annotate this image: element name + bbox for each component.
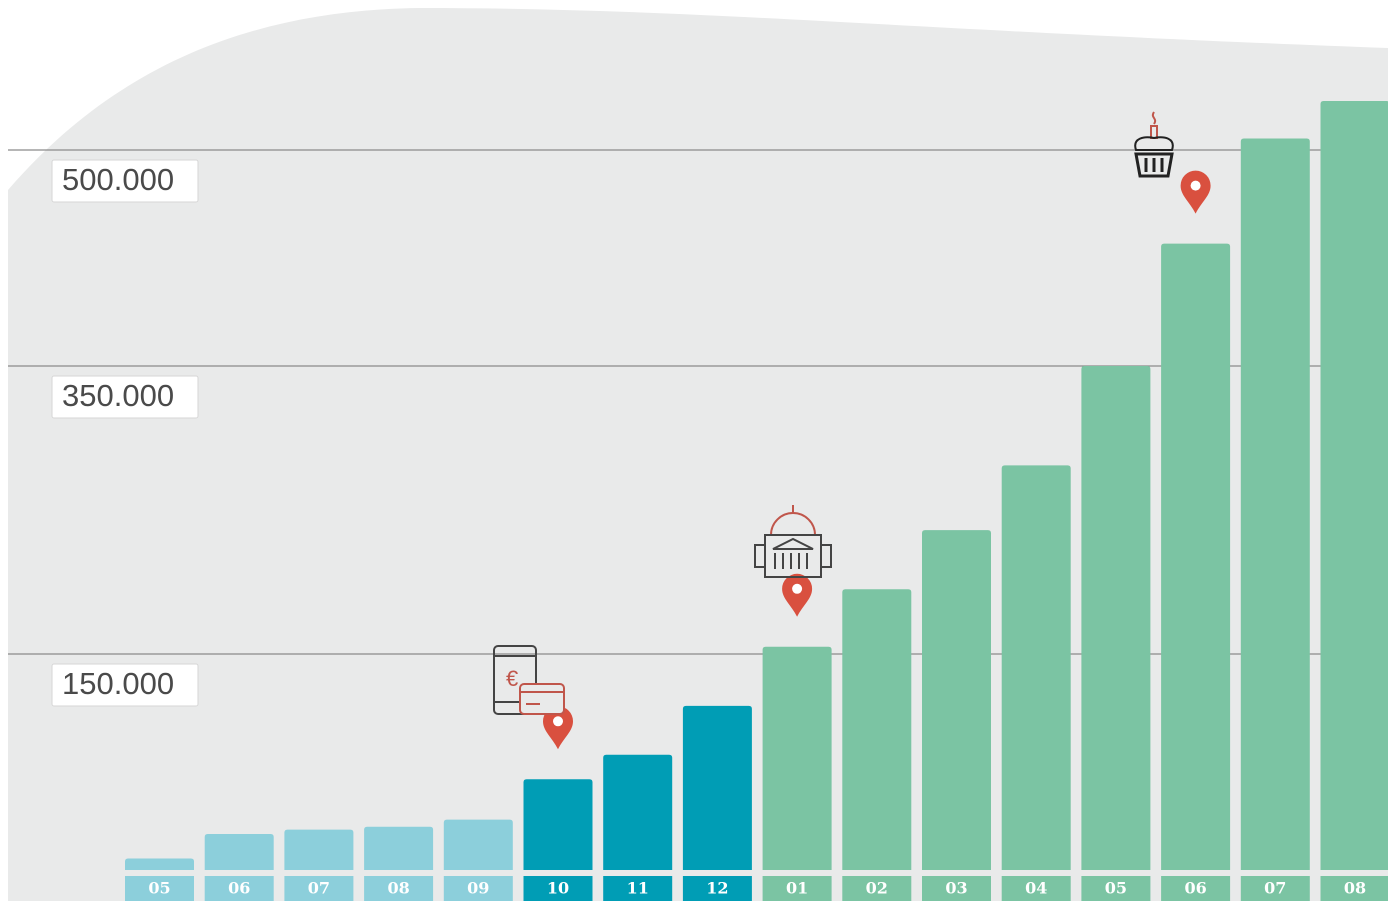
x-tick-label: 06 xyxy=(1184,879,1206,898)
y-tick-label: 350.000 xyxy=(62,378,174,413)
x-tick-label: 02 xyxy=(866,879,888,898)
category-box xyxy=(125,876,194,901)
category-box xyxy=(204,876,274,901)
x-tick-label: 05 xyxy=(1105,879,1127,898)
category-box xyxy=(603,876,673,901)
bar xyxy=(125,858,194,870)
pin-hole xyxy=(553,716,563,727)
building-icon xyxy=(754,505,832,578)
x-tick-label: 12 xyxy=(706,879,728,898)
x-tick-label: 08 xyxy=(387,879,409,898)
y-tick-label: 150.000 xyxy=(62,666,174,701)
pin-shape xyxy=(543,706,573,750)
pin-shape xyxy=(782,573,813,617)
map-pin xyxy=(543,706,573,750)
x-tick-label: 04 xyxy=(1025,879,1047,898)
x-tick-label: 07 xyxy=(1264,879,1286,898)
bar xyxy=(204,834,274,870)
bar xyxy=(682,705,752,870)
category-box xyxy=(523,876,593,901)
bar xyxy=(1081,366,1151,870)
category-box xyxy=(284,876,354,901)
x-tick-label: 01 xyxy=(786,879,808,898)
map-pin xyxy=(782,573,813,617)
pin-shape xyxy=(1180,170,1211,214)
bar xyxy=(443,819,513,870)
bar xyxy=(1320,101,1388,870)
tick-label-box xyxy=(51,375,199,419)
payment-icon: € xyxy=(493,645,565,715)
category-box xyxy=(1161,876,1231,901)
tick-label-box xyxy=(51,663,199,707)
x-tick-label: 06 xyxy=(228,879,250,898)
icons: € xyxy=(493,111,1174,715)
category-box xyxy=(762,876,832,901)
x-tick-label: 05 xyxy=(148,879,170,898)
bar xyxy=(1240,138,1310,871)
tick-label-box xyxy=(51,159,199,203)
plot: 150.000 350.000 500.000 05 06 07 08 09 10 11 12 01 0… xyxy=(8,101,1388,901)
map-pin xyxy=(1180,170,1211,214)
category-box xyxy=(1320,876,1388,901)
pin-hole xyxy=(792,583,803,594)
bar xyxy=(762,646,832,870)
category-box xyxy=(1081,876,1151,901)
category-box xyxy=(443,876,513,901)
bar xyxy=(1001,465,1071,870)
x-tick-label: 10 xyxy=(547,879,569,898)
pin-hole xyxy=(1190,180,1201,191)
category-box xyxy=(364,876,434,901)
bar xyxy=(523,779,593,870)
category-box xyxy=(682,876,752,901)
bar xyxy=(842,589,912,870)
category-box xyxy=(1240,876,1310,901)
x-tick-label: 03 xyxy=(945,879,967,898)
x-tick-label: 07 xyxy=(308,879,330,898)
y-tick-label: 500.000 xyxy=(62,162,174,197)
svg-text:€: € xyxy=(506,666,518,691)
category-box xyxy=(842,876,912,901)
x-tick-label: 08 xyxy=(1344,879,1366,898)
x-tick-label: 11 xyxy=(627,879,649,898)
cupcake-icon xyxy=(1134,111,1174,178)
category-box xyxy=(922,876,991,901)
bar xyxy=(284,829,354,870)
bar xyxy=(364,826,434,870)
bar xyxy=(922,530,991,870)
category-box xyxy=(1001,876,1071,901)
bar xyxy=(1161,243,1231,871)
bar xyxy=(603,754,673,870)
x-tick-label: 09 xyxy=(467,879,489,898)
